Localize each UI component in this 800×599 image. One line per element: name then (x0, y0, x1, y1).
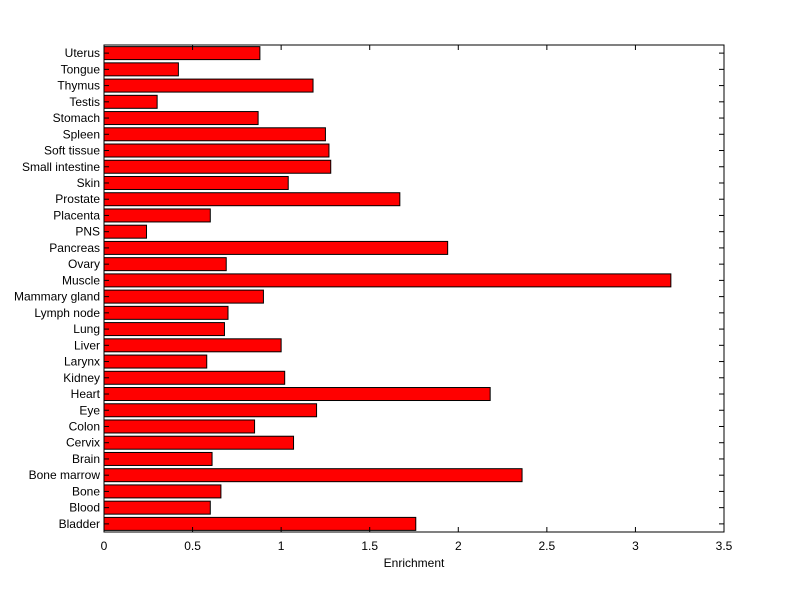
bar (103, 159, 332, 174)
bar (103, 111, 259, 126)
x-tick-label: 2.5 (539, 539, 556, 553)
bar (103, 370, 286, 385)
bar (103, 240, 449, 255)
x-tick-label: 0.5 (184, 539, 201, 553)
bar (103, 484, 222, 499)
bar (103, 127, 326, 142)
category-label: Bone (72, 484, 100, 498)
bar (103, 354, 208, 369)
category-label: Lymph node (34, 306, 100, 320)
category-label: Liver (74, 338, 100, 352)
x-tick-label: 2 (455, 539, 462, 553)
category-label: Bladder (59, 517, 100, 531)
category-label: Uterus (65, 46, 100, 60)
bar (103, 419, 256, 434)
category-label: Pancreas (49, 241, 100, 255)
bar (103, 289, 264, 304)
category-label: Blood (69, 501, 100, 515)
category-labels-group: Bladder Blood Bone Bone marrow Brain Cervix Co… (14, 46, 101, 531)
category-label: Soft tissue (44, 144, 100, 158)
category-label: Placenta (53, 208, 100, 222)
bar (103, 338, 282, 353)
bar (103, 78, 314, 93)
category-label: Heart (71, 387, 101, 401)
bar (103, 46, 261, 61)
bar (103, 403, 318, 418)
x-axis-label: Enrichment (384, 556, 445, 570)
bar (103, 305, 229, 320)
category-label: Mammary gland (14, 290, 100, 304)
x-tick-labels-group: 0 0.5 1 1.5 2 2.5 3 3.5 (101, 539, 733, 553)
bar (103, 516, 417, 531)
bar (103, 175, 289, 190)
bar (103, 224, 148, 239)
category-label: Lung (73, 322, 100, 336)
category-label: Tongue (61, 62, 101, 76)
plot-area-frame (103, 44, 725, 533)
category-label: Spleen (63, 127, 100, 141)
bar (103, 500, 211, 515)
category-label: Bone marrow (29, 468, 101, 482)
category-label: Small intestine (22, 160, 100, 174)
bar (103, 143, 330, 158)
category-label: Muscle (62, 273, 100, 287)
bar (103, 192, 401, 207)
category-label: Colon (69, 419, 100, 433)
bar (103, 451, 213, 466)
category-label: Larynx (64, 355, 100, 369)
x-tick-label: 1.5 (361, 539, 378, 553)
bar (103, 208, 211, 223)
bar (103, 273, 672, 288)
x-tick-label: 3 (632, 539, 639, 553)
category-label: Skin (77, 176, 100, 190)
category-label: Ovary (68, 257, 100, 271)
category-label: Thymus (57, 79, 100, 93)
ticks-group (103, 45, 725, 532)
x-tick-label: 3.5 (716, 539, 733, 553)
x-tick-label: 0 (101, 539, 108, 553)
bar (103, 322, 225, 337)
bar (103, 257, 227, 272)
category-label: Kidney (63, 371, 100, 385)
category-label: Brain (72, 452, 100, 466)
bar (103, 435, 295, 450)
category-label: Cervix (66, 436, 100, 450)
x-tick-label: 1 (278, 539, 285, 553)
category-label: Eye (79, 403, 100, 417)
bar (103, 387, 491, 402)
category-label: Testis (69, 95, 100, 109)
bar (103, 94, 158, 109)
category-label: Prostate (55, 192, 100, 206)
category-label: PNS (75, 225, 100, 239)
bar (103, 62, 179, 77)
bar (103, 468, 523, 483)
category-label: Stomach (53, 111, 100, 125)
